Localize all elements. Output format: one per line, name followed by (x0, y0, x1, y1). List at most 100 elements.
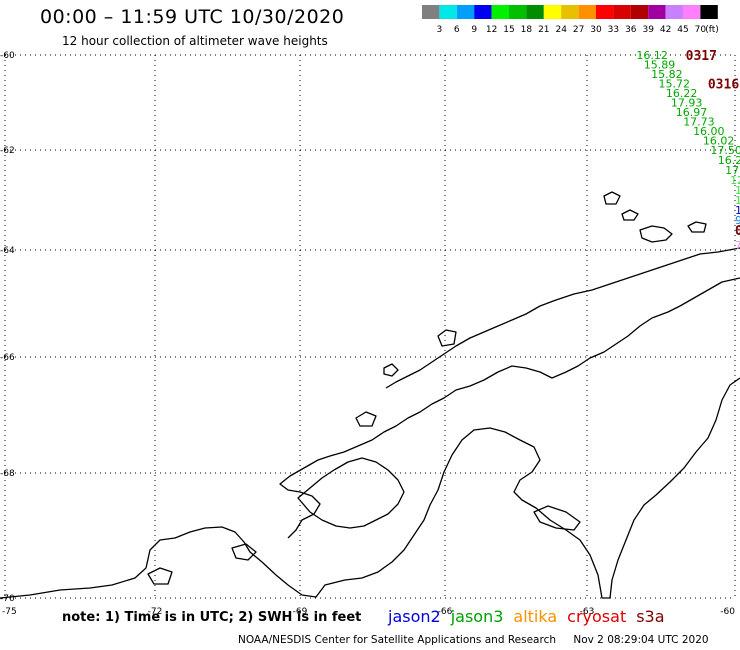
legend-swatch (491, 5, 509, 19)
legend-label: 42 (660, 25, 671, 35)
page-title: 00:00 – 11:59 UTC 10/30/2020 (40, 6, 345, 28)
satellite-jason2: jason2 (388, 607, 441, 626)
legend-swatch (630, 5, 649, 19)
lat-tick-label: -60 (0, 51, 15, 61)
swh-value: 12.18 (730, 174, 740, 187)
legend-swatch (422, 5, 440, 19)
legend-swatch (700, 5, 718, 19)
legend-label: 45 (677, 25, 688, 35)
island-a (639, 225, 673, 243)
island-d (687, 221, 707, 233)
color-legend: 3 6 9 12 15 18 21 24 27 30 33 36 39 42 45 70 (ft) (422, 5, 719, 35)
lat-tick-label: -66 (0, 353, 15, 363)
legend-unit: (ft) (705, 25, 719, 35)
legend-label: 33 (608, 25, 619, 35)
islet-6 (231, 543, 257, 561)
legend-label: 27 (573, 25, 584, 35)
legend-swatch (543, 5, 562, 19)
legend-label: 3 (437, 25, 443, 35)
legend-swatch (613, 5, 631, 19)
satellite-s3a: s3a (636, 607, 665, 626)
swh-value: 16.22 (666, 87, 698, 100)
peninsula-upper-coast (385, 247, 740, 389)
legend-swatch (683, 5, 701, 19)
lon-tick-label: -75 (2, 607, 17, 617)
legend-swatch (596, 5, 614, 19)
swh-value: 9.27 (735, 214, 740, 227)
credit-text: NOAA/NESDIS Center for Satellite Applica… (238, 634, 556, 646)
legend-label: 6 (454, 25, 460, 35)
timestamp: Nov 2 08:29:04 UTC 2020 (573, 634, 709, 646)
island-c (621, 209, 639, 221)
legend-swatch (456, 5, 475, 19)
credit-line: NOAA/NESDIS Center for Satellite Applica… (238, 634, 709, 646)
lat-tick-label: -70 (0, 594, 15, 604)
legend-label: 39 (642, 25, 654, 35)
legend-swatch (561, 5, 579, 19)
islet-2 (383, 363, 399, 377)
legend-swatch (474, 5, 492, 19)
lon-tick-label: -72 (148, 607, 163, 617)
lat-tick-label: -62 (0, 146, 15, 156)
legend-label: 30 (590, 25, 602, 35)
lon-tick-label: -66 (438, 607, 453, 617)
swh-value: 17.50 (710, 144, 740, 157)
alexander-island (297, 457, 405, 529)
satellite-legend: jason2 jason3 altika cryosat s3a (388, 607, 675, 626)
satellite-altika: altika (513, 607, 558, 626)
swh-value: 13.10 (735, 184, 740, 197)
islet-1 (437, 329, 457, 347)
observation-labels: 16.1215.8915.8215.7216.2217.9316.9717.73… (636, 49, 740, 252)
grid-lines (4, 54, 736, 600)
peninsula-coastline (0, 377, 740, 599)
swh-value: 16.97 (676, 106, 708, 119)
legend-swatch (526, 5, 544, 19)
legend-swatch (439, 5, 457, 19)
island-b (603, 191, 621, 205)
swh-value: 15.82 (651, 68, 683, 81)
pass-time-label: 0317 (686, 49, 717, 64)
swh-value: 5.08 (735, 224, 740, 237)
legend-label: 21 (538, 25, 549, 35)
lon-tick-label: -60 (720, 607, 735, 617)
swh-value: 16.12 (636, 49, 668, 62)
legend-label: 15 (503, 25, 514, 35)
legend-label: 24 (555, 25, 567, 35)
swh-value: 16.02 (703, 135, 735, 148)
legend-swatch (648, 5, 666, 19)
swh-value: 16.00 (693, 125, 725, 138)
swh-value: 17.73 (683, 116, 715, 129)
swh-value: 15.89 (644, 59, 676, 72)
legend-label: 9 (471, 25, 477, 35)
legend-swatch (665, 5, 683, 19)
lat-tick-label: -64 (0, 246, 15, 256)
page-subtitle: 12 hour collection of altimeter wave hei… (62, 34, 328, 48)
coastline (0, 191, 740, 599)
legend-label: 12 (486, 25, 497, 35)
satellite-jason3: jason3 (450, 607, 504, 626)
islet-3 (355, 411, 377, 427)
islet-5 (147, 567, 173, 585)
swh-value: 15.72 (659, 78, 691, 91)
swh-value: 17.68 (725, 164, 740, 177)
footer-note: note: 1) Time is in UTC; 2) SWH is in fe… (62, 610, 362, 625)
swh-value: 13.13 (735, 194, 740, 207)
legend-swatch (578, 5, 596, 19)
legend-swatch (509, 5, 527, 19)
pass-time-label: 0. (735, 224, 740, 239)
swh-value: 11.91 (735, 204, 740, 217)
pass-time-label: 0316 (708, 78, 739, 93)
pass-time-labels: 0317 0316 0. (686, 49, 740, 239)
peninsula-north-coast (279, 277, 740, 539)
satellite-cryosat: cryosat (567, 607, 627, 626)
swh-value: 78.23 (735, 239, 740, 252)
islet-4 (533, 505, 581, 531)
latitude-ticks: -60 -62 -64 -66 -68 -70 (0, 51, 15, 604)
lon-tick-label: -69 (293, 607, 308, 617)
swh-value: 17.93 (671, 97, 703, 110)
swh-value: 16.29 (718, 154, 740, 167)
lat-tick-label: -68 (0, 469, 15, 479)
longitude-ticks: -75 -72 -69 -66 -63 -60 (2, 607, 735, 617)
legend-label: 36 (625, 25, 637, 35)
